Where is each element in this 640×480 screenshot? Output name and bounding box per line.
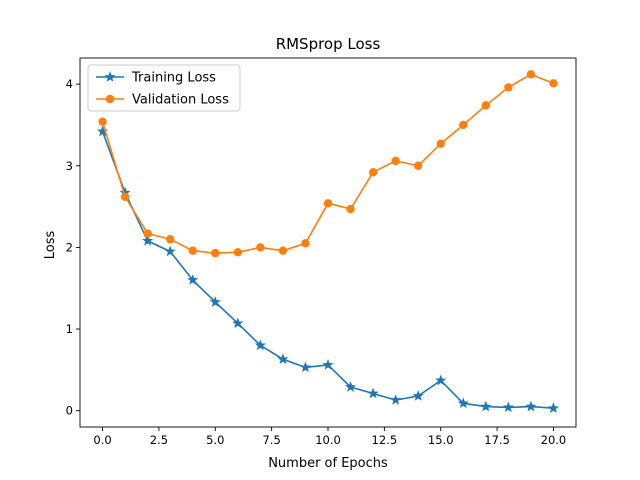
training-loss-point bbox=[457, 397, 469, 409]
validation-loss-point bbox=[188, 246, 197, 255]
x-tick-label: 10.0 bbox=[315, 433, 341, 447]
legend-validation-loss-label: Validation Loss bbox=[132, 93, 229, 108]
x-tick-label: 17.5 bbox=[484, 433, 510, 447]
x-tick-label: 12.5 bbox=[372, 433, 398, 447]
legend: Training Loss Validation Loss bbox=[87, 64, 241, 112]
axes-frame bbox=[79, 57, 577, 428]
training-loss-point bbox=[322, 359, 334, 370]
legend-validation-loss-marker bbox=[105, 94, 115, 104]
legend-training-loss-marker bbox=[104, 71, 116, 82]
validation-loss-point bbox=[549, 79, 558, 88]
training-loss-point bbox=[187, 274, 199, 285]
validation-loss-point bbox=[211, 248, 220, 258]
training-loss-point bbox=[480, 400, 492, 412]
x-tick-label: 2.5 bbox=[150, 433, 168, 447]
validation-loss-point bbox=[98, 117, 107, 126]
validation-loss-point bbox=[120, 192, 130, 201]
validation-loss-point bbox=[459, 120, 468, 130]
training-loss-point bbox=[142, 235, 154, 246]
chart-title: RMSprop Loss bbox=[276, 35, 381, 53]
x-axis-label: Number of Epochs bbox=[268, 456, 388, 471]
training-loss-point bbox=[164, 245, 176, 257]
x-tick-label: 0.0 bbox=[93, 433, 111, 447]
training-loss-point bbox=[390, 394, 402, 405]
x-tick-label: 20.0 bbox=[541, 433, 567, 447]
validation-loss-point bbox=[165, 235, 175, 244]
validation-loss-point bbox=[256, 243, 265, 252]
x-tick-label: 15.0 bbox=[428, 433, 454, 447]
legend-training-loss-label: Training Loss bbox=[131, 71, 216, 86]
training-loss-point bbox=[299, 361, 312, 373]
training-loss-point bbox=[277, 353, 289, 364]
validation-loss-point bbox=[413, 161, 423, 170]
training-loss-point bbox=[502, 401, 514, 413]
validation-loss-point bbox=[278, 246, 288, 255]
validation-loss-point bbox=[323, 199, 333, 208]
plot-area bbox=[96, 70, 560, 413]
validation-loss-point bbox=[436, 139, 445, 148]
y-tick-label: 1 bbox=[66, 322, 73, 336]
validation-loss-point bbox=[301, 239, 310, 248]
training-loss-point bbox=[412, 390, 424, 401]
legend-box bbox=[87, 64, 241, 112]
training-loss-point bbox=[209, 296, 221, 307]
y-tick-label: 3 bbox=[66, 159, 73, 173]
training-loss-point bbox=[525, 400, 537, 412]
validation-loss-point bbox=[233, 248, 243, 257]
training-loss-point bbox=[367, 387, 379, 399]
validation-loss-point bbox=[526, 70, 536, 79]
training-loss-point bbox=[254, 339, 266, 351]
training-loss-point bbox=[344, 381, 357, 392]
training-loss-point bbox=[435, 374, 447, 386]
axes: 0.0 2.5 5.0 7.5 10.0 12.5 15.0 17.5 20.0 0 1 2 3 4 bbox=[66, 57, 577, 447]
y-tick-label: 4 bbox=[66, 77, 73, 91]
validation-loss-point bbox=[481, 101, 491, 110]
x-tick-label: 7.5 bbox=[262, 433, 280, 447]
y-tick-label: 0 bbox=[66, 404, 73, 418]
x-tick-label: 5.0 bbox=[206, 433, 224, 447]
y-axis-label: Loss bbox=[43, 231, 58, 260]
validation-loss-point bbox=[143, 229, 152, 238]
training-loss-point bbox=[232, 317, 244, 329]
validation-loss-point bbox=[391, 156, 400, 166]
validation-loss-point bbox=[368, 168, 378, 177]
training-loss-point bbox=[96, 125, 109, 137]
validation-loss-point bbox=[504, 83, 513, 92]
training-loss-point bbox=[547, 402, 560, 413]
y-tick-label: 2 bbox=[66, 240, 73, 254]
validation-loss-point bbox=[346, 204, 355, 214]
